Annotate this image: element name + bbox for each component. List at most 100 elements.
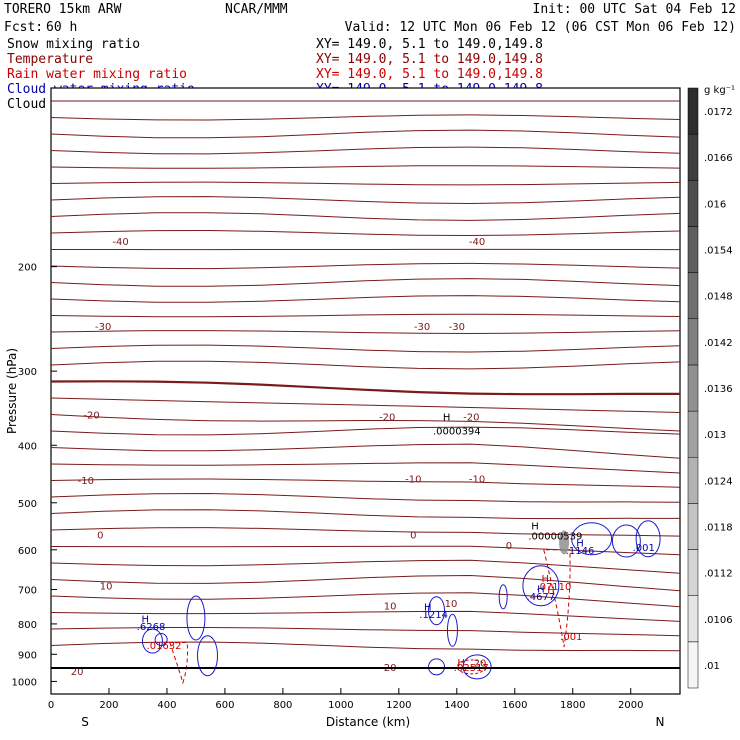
legend-name: Rain water mixing ratio [7,67,187,82]
isotherm [50,344,681,353]
x-axis-label: Distance (km) [326,715,410,729]
colorbar-bin [687,364,699,412]
y-tick-label: 900 [18,650,37,661]
colorbar-bin [687,180,699,227]
colorbar-tick-label: .0154 [704,246,733,257]
isotherm [50,330,681,335]
isotherm [50,196,681,205]
isotherm [50,313,681,318]
max-annotation: H [547,586,555,597]
isotherm [50,592,681,608]
y-axis-label: Pressure (hPa) [5,348,19,434]
y-tick-label: 200 [18,263,37,274]
isotherm-label: 10 [445,599,458,610]
x-tick-label: 200 [99,700,118,711]
isotherm [50,610,681,622]
max-annotation: .0000394 [433,427,481,438]
isotherm-label: 10 [384,602,397,613]
max-annotation: .07110 [536,582,571,593]
cloud-water-contour [154,633,168,647]
x-tick-label: 600 [215,700,234,711]
forecast-label: Fcst: [4,20,43,35]
colorbar-bin [687,549,699,596]
isotherm-label: 0 [410,530,416,541]
cloud-water-contour [462,654,492,680]
isotherm-label: -30 [449,322,465,333]
isotherm [50,181,681,186]
rain-contour [456,659,486,675]
max-annotation: H [457,658,465,669]
colorbar-tick-label: .0148 [704,292,733,303]
colorbar-tick-label: .0112 [704,569,733,580]
y-tick-label: 300 [18,367,37,378]
cloud-water-contour [446,613,458,647]
colorbar-tick-label: .0136 [704,384,733,395]
legend-name: Temperature [7,52,93,67]
x-axis: 0 200 400 600 800 1000 1200 1400 1600 1800 2000 [48,688,643,711]
plot-frame [50,87,681,695]
max-annotation: .01632 [147,641,182,652]
colorbar-bin [687,456,699,504]
isotherm [50,462,681,474]
colorbar-bin [687,318,699,366]
max-annotation: .1146 [566,546,595,557]
colorbar-unit: g kg⁻¹ [704,85,735,96]
x-tick-label: 1000 [328,700,353,711]
isotherm-label: -40 [112,237,128,248]
isotherm [50,509,681,520]
isotherm-label: -20 [379,413,395,424]
max-annotation: H [537,584,545,595]
max-annotation: .1214 [419,610,448,621]
legend-xy: XY= 149.0, 5.1 to 149.0,149.8 [316,67,543,82]
colorbar: .01 .0106 .0112 .0118 .0124 .013 .0136 .0142 .01… [687,87,733,689]
cloud-water-contours [141,520,661,680]
y-tick-label: 700 [18,586,37,597]
x-tick-label: 1800 [560,700,585,711]
isotherm [50,426,681,436]
x-tick-label: 1600 [502,700,527,711]
isotherm [50,527,681,537]
max-annotations: H.0000394H.00000539H.1146.001H.07110H.46… [137,413,655,674]
rain-water-contours [169,549,571,685]
colorbar-bin [687,272,699,320]
isotherm-label: 20 [474,659,487,670]
colorbar-tick-label: .0142 [704,338,733,349]
max-annotation: H [531,521,539,532]
isotherm [50,414,681,432]
colorbar-bin [687,641,699,689]
isotherm [50,129,681,139]
isotherm-label: -20 [463,413,479,424]
cloud-water-contour [611,524,641,558]
isotherm-label: -20 [83,411,99,422]
isotherm [50,478,681,488]
x-tick-label: 2000 [618,700,643,711]
y-tick-label: 400 [18,441,37,452]
colorbar-bin [687,503,699,550]
colorbar-tick-label: .016 [704,199,726,210]
colorbar-tick-label: .01 [704,661,720,672]
isotherm-label: -10 [78,476,94,487]
colorbar-tick-label: .0106 [704,615,733,626]
y-axis: 200 300 400 500 600 700 800 900 1000 [12,263,57,688]
max-annotation: H [443,413,451,424]
init-time: Init: 00 UTC Sat 04 Feb 12 [533,2,737,17]
colorbar-bin [687,226,699,273]
temperature-contours [50,100,681,652]
isotherm [50,146,681,155]
colorbar-bin [687,87,699,135]
max-annotation: H [424,603,432,614]
cloud-water-contour [498,584,508,610]
isotherm [50,360,681,370]
max-annotation: H [541,574,549,585]
snow-shade-max [559,530,570,555]
isotherm [50,559,681,574]
max-annotation: .4677 [527,592,556,603]
forecast-hours: 60 h [46,20,77,35]
north-label: N [656,715,665,729]
colorbar-bin [687,595,699,643]
colorbar-tick-label: .013 [704,430,726,441]
legend-xy: XY= 149.0, 5.1 to 149.0,149.8 [316,52,543,67]
isotherm [50,492,681,503]
colorbar-tick-label: .0118 [704,522,733,533]
isotherm [50,397,681,413]
